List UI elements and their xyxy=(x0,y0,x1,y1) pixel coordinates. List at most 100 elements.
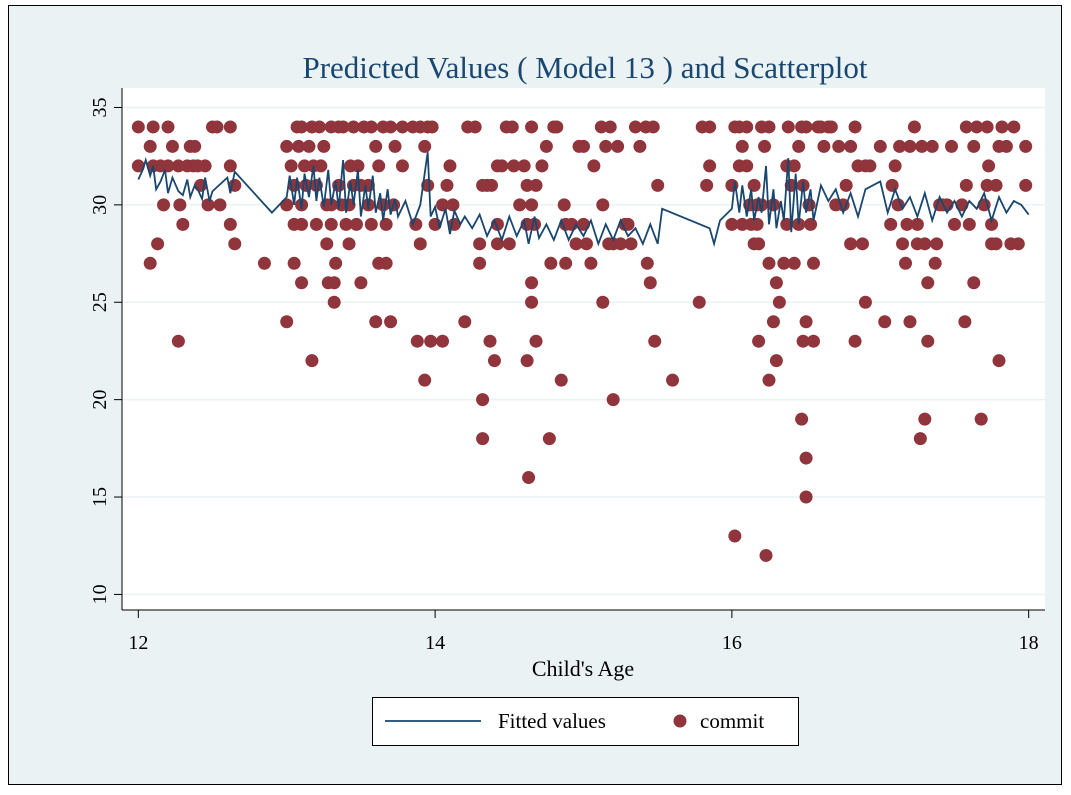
scatter-point xyxy=(476,432,490,446)
scatter-point xyxy=(327,295,341,309)
scatter-point xyxy=(985,217,999,231)
legend-label: Fitted values xyxy=(498,709,606,733)
scatter-point xyxy=(535,159,549,173)
scatter-point xyxy=(165,139,179,153)
scatter-point xyxy=(151,237,165,251)
scatter-point xyxy=(893,139,907,153)
scatter-point xyxy=(280,139,294,153)
y-tick-label: 35 xyxy=(89,97,111,117)
scatter-point xyxy=(735,217,749,231)
scatter-point xyxy=(317,139,331,153)
scatter-point xyxy=(161,159,175,173)
scatter-point xyxy=(989,237,1003,251)
scatter-point xyxy=(544,256,558,270)
x-axis-label: Child's Age xyxy=(532,656,634,681)
scatter-point xyxy=(735,139,749,153)
scatter-point xyxy=(520,178,534,192)
scatter-point xyxy=(992,354,1006,368)
chart-title: Predicted Values ( Model 13 ) and Scatte… xyxy=(302,50,867,85)
scatter-point xyxy=(824,120,838,134)
scatter-point xyxy=(223,120,237,134)
scatter-point xyxy=(807,334,821,348)
scatter-point xyxy=(295,120,309,134)
scatter-point xyxy=(484,178,498,192)
scatter-point xyxy=(587,159,601,173)
scatter-point xyxy=(959,120,973,134)
scatter-point xyxy=(550,120,564,134)
scatter-point xyxy=(958,315,972,329)
scatter-point xyxy=(832,139,846,153)
scatter-point xyxy=(930,237,944,251)
scatter-point xyxy=(787,256,801,270)
scatter-point xyxy=(888,159,902,173)
legend: Fitted values commit xyxy=(385,709,764,733)
scatter-point xyxy=(762,373,776,387)
scatter-point xyxy=(418,139,432,153)
scatter-point xyxy=(781,120,795,134)
scatter-point xyxy=(692,295,706,309)
y-tick-label: 30 xyxy=(89,195,111,215)
scatter-point xyxy=(925,139,939,153)
scatter-point xyxy=(384,315,398,329)
scatter-point xyxy=(223,159,237,173)
scatter-point xyxy=(388,139,402,153)
scatter-point xyxy=(606,393,620,407)
scatter-point xyxy=(529,178,543,192)
scatter-point xyxy=(525,198,539,212)
scatter-point xyxy=(424,334,438,348)
scatter-point xyxy=(796,334,810,348)
scatter-point xyxy=(700,178,714,192)
legend-label: commit xyxy=(700,709,764,733)
scatter-point xyxy=(201,198,215,212)
scatter-point xyxy=(513,198,527,212)
scatter-point xyxy=(624,237,638,251)
scatter-point xyxy=(443,159,457,173)
x-tick-label: 16 xyxy=(722,632,742,654)
scatter-point xyxy=(369,139,383,153)
scatter-point xyxy=(171,159,185,173)
scatter-point xyxy=(569,237,583,251)
scatter-point xyxy=(643,276,657,290)
scatter-point xyxy=(777,256,791,270)
scatter-point xyxy=(157,198,171,212)
y-tick-label: 20 xyxy=(89,390,111,410)
scatter-point xyxy=(955,198,969,212)
scatter-point xyxy=(594,120,608,134)
scatter-point xyxy=(171,334,185,348)
scatter-point xyxy=(921,276,935,290)
scatter-point xyxy=(379,217,393,231)
scatter-point xyxy=(346,120,360,134)
scatter-point xyxy=(324,217,338,231)
scatter-point xyxy=(873,139,887,153)
scatter-point xyxy=(900,217,914,231)
grid xyxy=(122,106,1045,596)
scatter-point xyxy=(280,198,294,212)
scatter-point xyxy=(542,432,556,446)
scatter-point xyxy=(844,237,858,251)
scatter-point xyxy=(896,237,910,251)
scatter-point xyxy=(280,315,294,329)
scatter-point xyxy=(728,529,742,543)
scatter-point xyxy=(487,354,501,368)
scatter-point xyxy=(640,256,654,270)
scatter-point xyxy=(495,159,509,173)
scatter-point xyxy=(945,139,959,153)
plot-region xyxy=(122,88,1045,610)
scatter-point xyxy=(364,120,378,134)
scatter-point xyxy=(554,373,568,387)
scatter-point xyxy=(799,451,813,465)
scatter-point xyxy=(817,139,831,153)
scatter-point xyxy=(752,334,766,348)
axes: 10 15 20 25 30 35 12 14 16 18 xyxy=(89,97,1039,654)
scatter-point xyxy=(436,334,450,348)
scatter-point xyxy=(974,412,988,426)
scatter-point xyxy=(517,159,531,173)
scatter-point xyxy=(762,120,776,134)
scatter-point xyxy=(327,276,341,290)
scatter-point xyxy=(539,139,553,153)
scatter-point xyxy=(131,159,145,173)
scatter-point xyxy=(611,139,625,153)
scatter-point xyxy=(298,159,312,173)
scatter-point xyxy=(855,237,869,251)
